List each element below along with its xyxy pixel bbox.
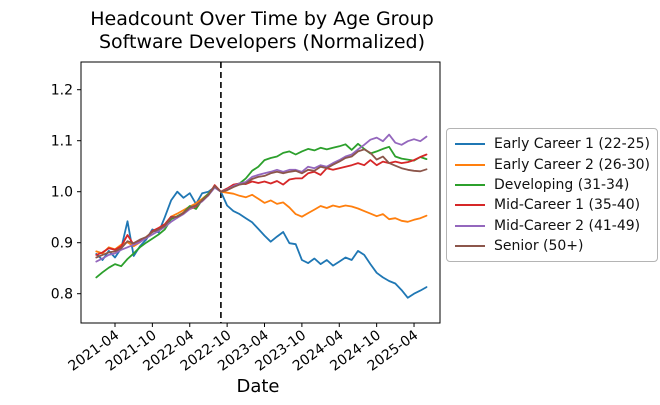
chart-title: Headcount Over Time by Age Group (90, 8, 434, 30)
legend-item-early-career-1-22-25: Early Career 1 (22-25) (455, 134, 651, 154)
legend-item-early-career-2-26-30: Early Career 2 (26-30) (455, 154, 651, 174)
legend-line-swatch (455, 143, 485, 146)
legend-item-developing-31-34: Developing (31-34) (455, 175, 649, 195)
legend-line-swatch (455, 245, 485, 248)
y-tick-label: 0.8 (51, 287, 73, 303)
y-tick-label: 1.1 (51, 134, 73, 150)
legend-line-swatch (455, 183, 485, 186)
x-axis-label: Date (236, 376, 280, 397)
legend-label: Developing (31-34) (494, 176, 630, 193)
axes-frame (80, 61, 441, 324)
chart-subtitle: Software Developers (Normalized) (98, 31, 426, 53)
legend-label: Early Career 2 (26-30) (494, 156, 651, 173)
legend-line-swatch (455, 163, 485, 166)
legend-label: Senior (50+) (494, 238, 584, 255)
y-tick-label: 1.2 (51, 83, 73, 99)
legend-label: Mid-Career 2 (41-49) (494, 217, 641, 234)
legend: Early Career 1 (22-25) Early Career 2 (26… (446, 128, 658, 263)
legend-label: Mid-Career 1 (35-40) (494, 197, 641, 214)
y-tick-label: 1.0 (51, 185, 73, 201)
legend-line-swatch (455, 204, 485, 207)
legend-item-mid-career-1-35-40: Mid-Career 1 (35-40) (455, 195, 649, 215)
series-line-mid-career-2-41-49 (95, 133, 428, 263)
legend-line-swatch (455, 224, 485, 227)
y-axis: 0.8 0.9 1.0 1.1 1.2 (51, 83, 81, 303)
legend-item-mid-career-2-41-49: Mid-Career 2 (41-49) (455, 216, 649, 236)
legend-item-senior-50: Senior (50+) (455, 236, 649, 256)
series-line-developing-31-34 (95, 142, 428, 279)
title-block: Headcount Over Time by Age Group Softwar… (90, 8, 434, 54)
y-tick-label: 0.9 (51, 236, 73, 252)
legend-label: Early Career 1 (22-25) (494, 136, 651, 153)
series-line-senior-50 (95, 148, 428, 259)
x-axis: 2021-042021-102022-042022-102023-042023-… (66, 323, 421, 375)
